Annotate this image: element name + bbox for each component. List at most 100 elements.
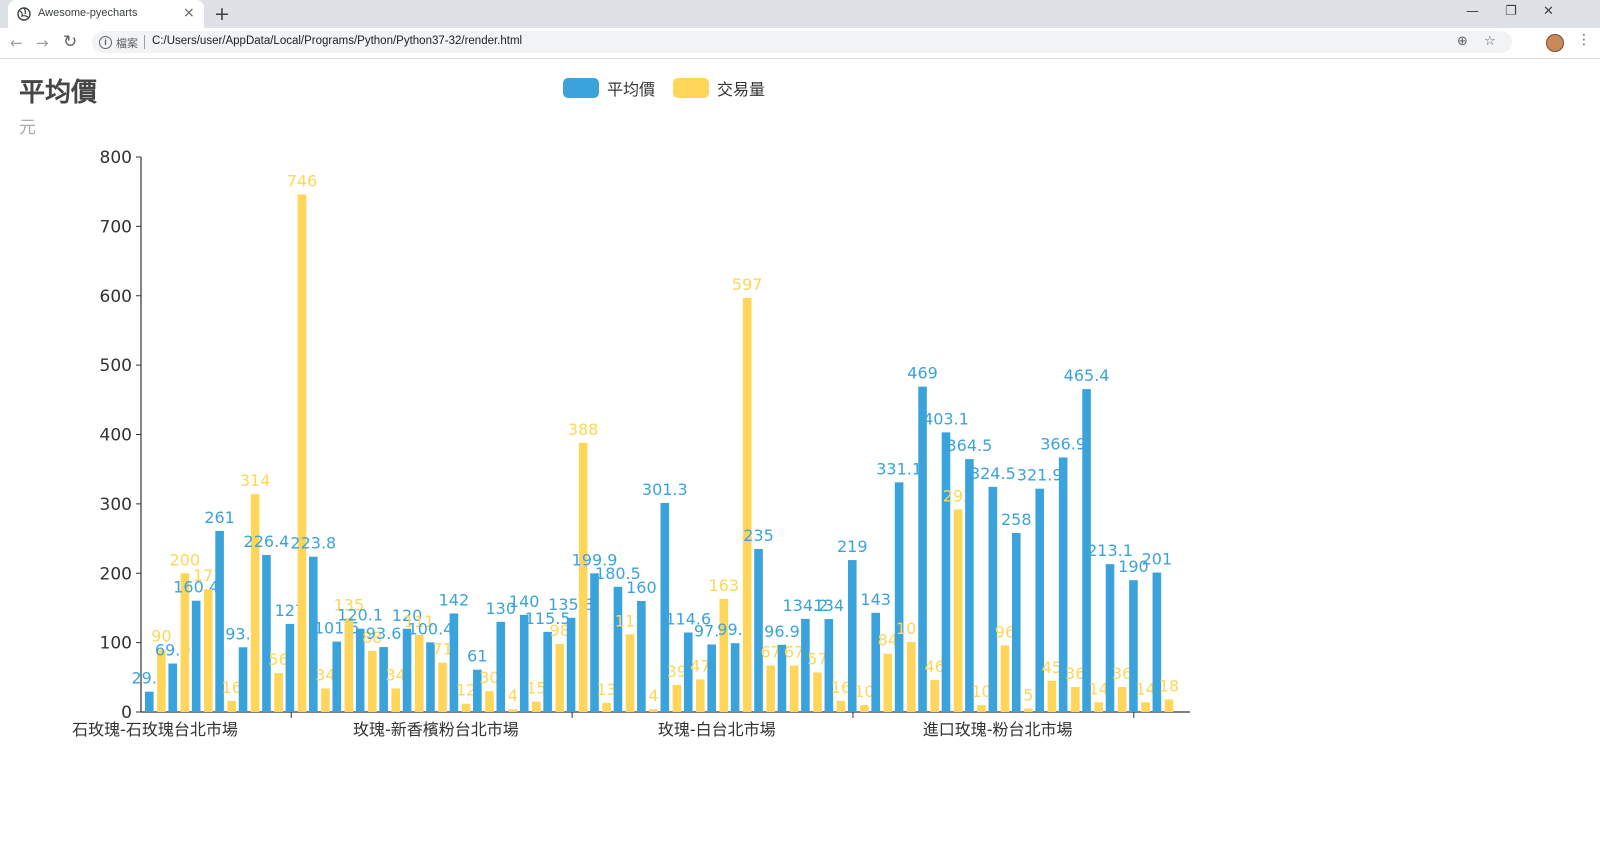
legend-swatch-series-1 [563,78,599,98]
data-label-series-1: 465.4 [1064,366,1110,385]
bar-series-1 [918,386,927,712]
data-label-series-1: 134 [814,596,845,615]
bookmark-star-icon[interactable]: ☆ [1484,34,1496,49]
y-tick-label: 600 [100,287,132,307]
data-label-series-2: 56 [268,650,288,669]
data-label-series-1: 127 [275,601,306,620]
data-label-series-2: 90 [151,627,171,646]
bar-series-2 [813,672,822,712]
data-label-series-1: 201 [1142,550,1173,569]
data-label-series-2: 67 [760,643,780,662]
data-label-series-1: 235 [743,526,774,545]
forward-button[interactable]: → [36,34,49,52]
new-tab-button[interactable]: + [214,3,230,25]
legend-label-series-1: 平均價 [607,80,656,99]
bar-series-2 [250,494,260,712]
bar-series-1 [191,600,201,712]
bar-series-1 [801,618,810,712]
data-label-series-2: 4 [648,686,658,705]
data-label-series-1: 219 [837,537,868,556]
data-label-series-2: 98 [550,621,570,640]
data-label-series-2: 30 [479,668,499,687]
back-button[interactable]: ← [10,34,23,52]
x-category-label: 進口玫瑰-粉台北市場 [923,720,1073,739]
bar-series-2 [836,700,846,712]
bar-series-1 [965,459,974,712]
bar-series-2 [227,700,236,712]
tab-close-icon[interactable]: × [183,5,195,21]
bar-series-2 [672,684,682,712]
bar-series-1 [988,486,998,712]
data-label-series-2: 36 [1112,664,1132,683]
data-label-series-1: 213.1 [1087,541,1133,560]
url-text[interactable]: C:/Users/user/AppData/Local/Programs/Pyt… [152,35,523,47]
close-window-button[interactable]: ✕ [1543,4,1554,19]
data-label-series-1: 261 [204,508,235,527]
data-label-series-2: 14 [1135,679,1155,698]
bar-series-1 [777,644,787,712]
data-label-series-2: 5 [1023,686,1033,705]
restore-button[interactable]: ❐ [1505,4,1517,19]
data-label-series-1: 115.5 [525,609,571,628]
x-category-label: 玫瑰-新香檳粉台北市場 [353,720,519,739]
data-label-series-1: 114.6 [665,609,711,628]
data-label-series-1: 120 [392,606,423,625]
data-label-series-2: 34 [386,665,406,684]
data-label-series-1: 130 [486,599,517,618]
bar-series-1 [309,556,318,712]
browser-toolbar: ← → ↻ i 檔案 C:/Users/user/AppData/Local/P… [0,28,1600,59]
bar-series-1 [1105,564,1115,712]
bar-series-1 [1011,533,1021,712]
bar-series-2 [532,701,541,712]
data-label-series-2: 18 [1159,677,1179,696]
data-label-series-1: 134.2 [782,596,828,615]
data-label-series-2: 163 [708,576,739,595]
info-icon[interactable]: i [99,36,112,49]
bar-series-2 [203,589,213,712]
bar-series-2 [602,702,611,712]
bar-series-2 [1164,699,1174,712]
data-label-series-2: 388 [568,420,599,439]
bar-series-1 [660,502,670,712]
menu-icon[interactable]: ⋮ [1577,32,1591,48]
data-label-series-2: 46 [924,657,944,676]
data-label-series-1: 142 [439,590,470,609]
bar-series-1 [426,642,435,712]
data-label-series-1: 100.4 [408,619,454,638]
tab-strip: Awesome-pyecharts × + — ❐ ✕ [0,0,1600,28]
bar-series-2 [578,442,588,712]
bar-series-1 [566,617,576,712]
bar-series-2 [1141,702,1150,712]
bar-series-1 [238,647,248,712]
data-label-series-1: 301.3 [642,480,688,499]
bar-series-1 [543,631,552,712]
bar-series-1 [473,669,482,712]
chart-title: 平均價 [19,78,98,108]
bar-series-2 [860,705,869,712]
bar-series-1 [519,614,529,712]
data-label-series-2: 200 [170,550,201,569]
data-label-series-1: 61 [467,647,487,666]
bar-series-2 [344,618,354,712]
zoom-icon[interactable]: ⊕ [1457,34,1468,49]
bar-series-1 [449,613,459,712]
data-label-series-1: 143 [860,590,891,609]
address-bar[interactable]: i 檔案 C:/Users/user/AppData/Local/Program… [92,31,1512,53]
bar-series-2 [461,703,471,712]
data-label-series-2: 12 [456,681,476,700]
bar-series-2 [789,665,799,712]
bar-series-2 [930,680,939,712]
profile-avatar[interactable] [1546,34,1564,52]
data-label-series-2: 10 [971,682,991,701]
data-label-series-2: 36 [1065,664,1085,683]
data-label-series-1: 366.9 [1040,434,1086,453]
reload-button[interactable]: ↻ [63,32,78,52]
bar-series-2 [391,688,401,712]
minimize-button[interactable]: — [1466,4,1479,19]
tab-awesome-pyecharts[interactable]: Awesome-pyecharts × [8,0,204,28]
bar-series-1 [683,632,693,712]
bar-series-2 [274,673,283,712]
chart-subtitle: 元 [19,118,36,138]
bar-series-1 [637,601,646,712]
y-tick-label: 700 [100,217,132,237]
